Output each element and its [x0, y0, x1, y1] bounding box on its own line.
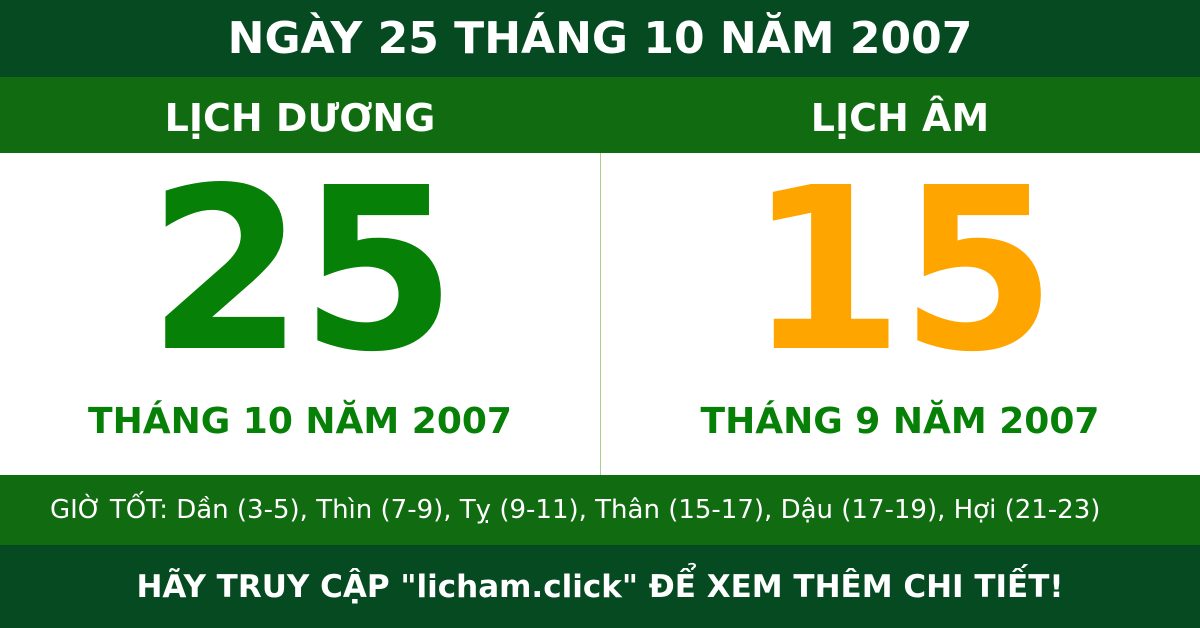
lunar-heading: LỊCH ÂM: [810, 96, 990, 140]
divider: [600, 153, 601, 475]
lunar-panel: 15 THÁNG 9 NĂM 2007: [600, 153, 1200, 475]
solar-month-year: THÁNG 10 NĂM 2007: [88, 401, 512, 442]
lunar-day: 15: [747, 140, 1056, 402]
solar-heading: LỊCH DƯƠNG: [164, 96, 436, 140]
column-headings: LỊCH DƯƠNG LỊCH ÂM: [0, 77, 1200, 153]
good-hours-bar: GIỜ TỐT: Dần (3-5), Thìn (7-9), Tỵ (9-11…: [0, 475, 1200, 545]
solar-day: 25: [147, 140, 456, 402]
good-hours-text: GIỜ TỐT: Dần (3-5), Thìn (7-9), Tỵ (9-11…: [50, 495, 1101, 525]
page-title: NGÀY 25 THÁNG 10 NĂM 2007: [0, 0, 1200, 77]
footer-cta: HÃY TRUY CẬP "licham.click" ĐỂ XEM THÊM …: [0, 545, 1200, 628]
solar-panel: 25 THÁNG 10 NĂM 2007: [0, 153, 600, 475]
lunar-month-year: THÁNG 9 NĂM 2007: [700, 401, 1100, 442]
